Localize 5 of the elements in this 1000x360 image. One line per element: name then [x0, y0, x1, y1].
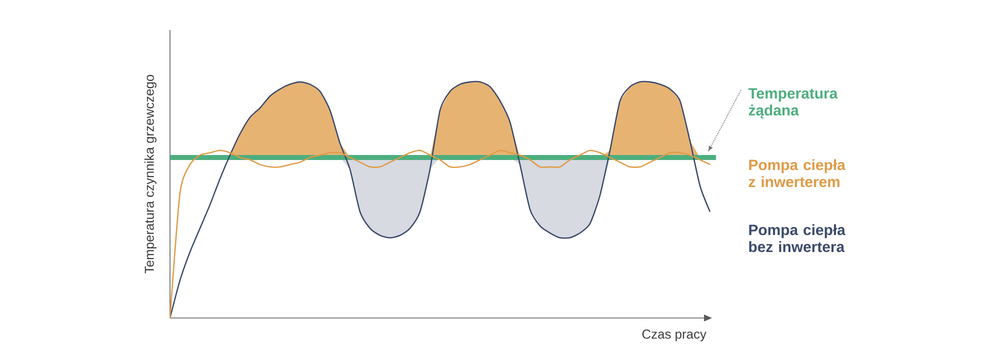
- x-axis-title: Czas pracy: [642, 330, 706, 342]
- text: Pompa ciepła z inwerterem: [748, 159, 846, 188]
- text: Pompa ciepła bez inwertera: [749, 224, 846, 252]
- y-axis-title: Temperatura czynnika grzewczego: [144, 74, 156, 274]
- ref-line-label: Temperatura żądana: [748, 88, 838, 119]
